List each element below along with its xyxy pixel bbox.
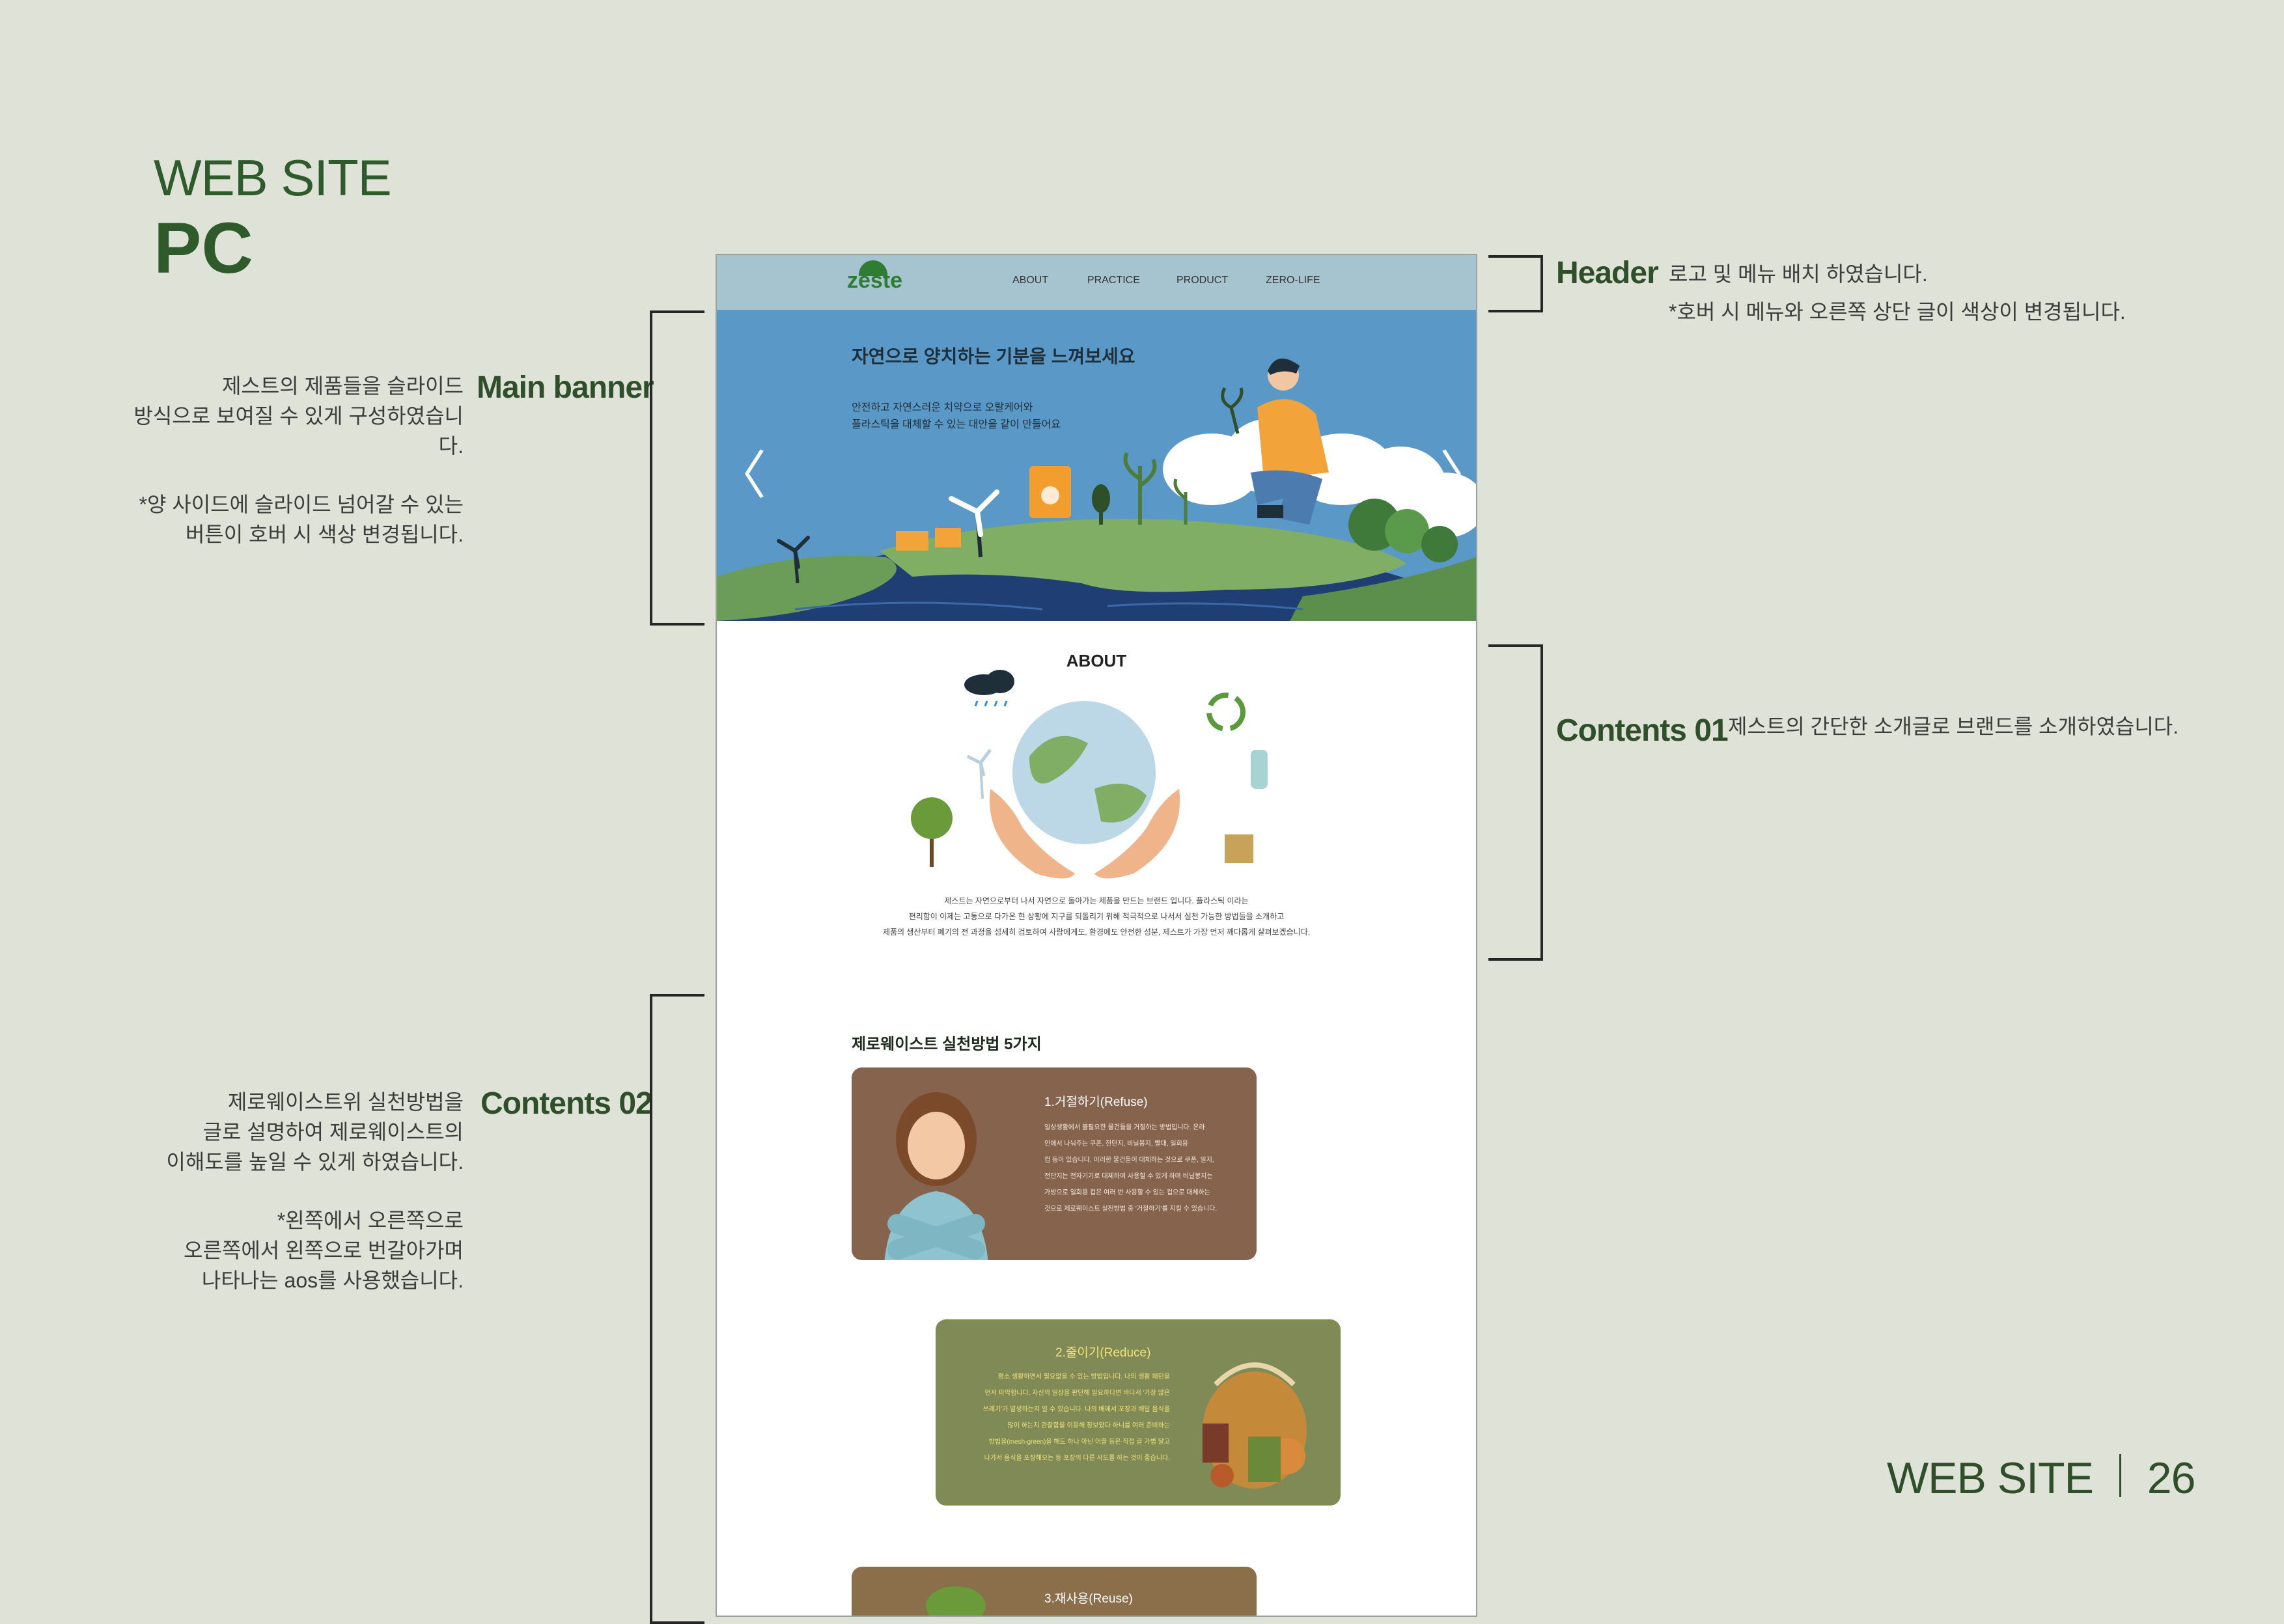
card-body: 일상생활에서 불필요한 물건들을 거절하는 방법입니다. 온라 인에서 나눠주는… (1044, 1124, 1218, 1213)
site-logo[interactable]: zeste (847, 268, 903, 293)
site-header: zeste ABOUT PRACTICE PRODUCT ZERO-LIFE (717, 255, 1476, 310)
main-banner-note: 제스트의 제품들을 슬라이드 방식으로 보여질 수 있게 구성하였습니다. *양… (133, 374, 464, 546)
about-title: ABOUT (1066, 651, 1127, 670)
main-banner-label: Main banner (477, 370, 654, 405)
footer-page-number: 26 (2147, 1453, 2196, 1503)
slide-prev-button[interactable]: 〈 (717, 445, 766, 506)
page-title-web-site: WEB SITE (154, 149, 392, 206)
contents01-label: Contents 01 (1556, 713, 1729, 748)
header-bracket (1488, 255, 1543, 312)
contents01-note: 제스트의 간단한 소개글로 브랜드를 소개하였습니다. (1728, 715, 2179, 738)
nav-about[interactable]: ABOUT (1012, 275, 1049, 286)
page-title-pc: PC (154, 208, 253, 288)
banner-illustration (717, 358, 1476, 621)
zerowaste-title: 제로웨이스트 실천방법 5가지 (852, 1036, 1042, 1053)
card-title: 3.재사용(Reuse) (1044, 1592, 1133, 1606)
contents02-bracket (650, 994, 704, 1624)
main-banner-bracket (650, 310, 704, 626)
footer-label: WEB SITE (1887, 1453, 2094, 1503)
leaf-icon (926, 1586, 986, 1616)
card-title: 2.줄이기(Reduce) (1055, 1346, 1151, 1360)
banner-title: 자연으로 양치하는 기분을 느껴보세요 (852, 346, 1135, 366)
practice-card-reuse: 3.재사용(Reuse) (852, 1567, 1257, 1616)
main-banner: 자연으로 양치하는 기분을 느껴보세요 안전하고 자연스러운 치약으로 오랄케어… (717, 310, 1476, 621)
woman-crossed-arms-image (884, 1092, 988, 1260)
header-note: 로고 및 메뉴 배치 하였습니다. *호버 시 메뉴와 오른쪽 상단 글이 색상… (1669, 262, 2126, 323)
nav-product[interactable]: PRODUCT (1177, 275, 1229, 286)
card-title: 1.거절하기(Refuse) (1044, 1095, 1148, 1109)
practice-card-refuse: 1.거절하기(Refuse) 일상생활에서 불필요한 물건들을 거절하는 방법입… (852, 1067, 1257, 1260)
header-label: Header (1556, 256, 1659, 290)
eco-bags-image (1203, 1362, 1307, 1489)
website-mockup: zeste ABOUT PRACTICE PRODUCT ZERO-LIFE (716, 254, 1477, 1617)
about-description: 제스트는 자연으로부터 나서 자연으로 돌아가는 제품을 만드는 브랜드 입니다… (882, 896, 1311, 937)
card-body: 평소 생활하면서 필요없을 수 있는 방법입니다. 나의 생활 패턴을 먼저 파… (982, 1373, 1170, 1462)
contents02-label: Contents 02 (480, 1086, 653, 1121)
nav-zero-life[interactable]: ZERO-LIFE (1266, 275, 1320, 286)
contents02-note: 제로웨이스트위 실천방법을 글로 설명하여 제로웨이스트의 이해도를 높일 수 … (166, 1090, 464, 1292)
contents01-bracket (1488, 644, 1543, 961)
footer-divider (2119, 1454, 2121, 1497)
page-footer: WEB SITE 26 (1887, 1453, 2195, 1504)
about-illustration (911, 670, 1268, 879)
practice-card-reduce: 2.줄이기(Reduce) 평소 생활하면서 필요없을 수 있는 방법입니다. … (936, 1319, 1341, 1506)
slide-next-button[interactable]: 〉 (1440, 434, 1476, 509)
banner-subtitle: 안전하고 자연스러운 치약으로 오랄케어와 플라스틱을 대체할 수 있는 대안을… (852, 402, 1061, 430)
nav-practice[interactable]: PRACTICE (1087, 275, 1140, 286)
